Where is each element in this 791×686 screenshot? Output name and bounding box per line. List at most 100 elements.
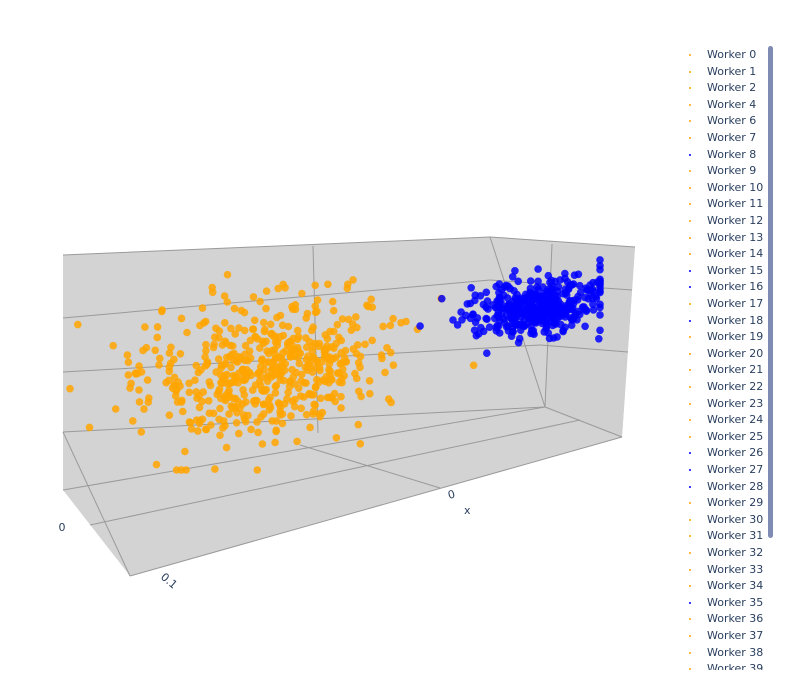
data-point [202,425,211,434]
legend-item[interactable]: Worker 36 [681,611,776,627]
data-point [526,277,535,285]
data-point [326,327,334,336]
legend-item[interactable]: Worker 30 [681,512,776,528]
data-point [201,353,209,361]
legend-item[interactable]: Worker 25 [681,429,776,445]
legend-item[interactable]: Worker 7 [681,130,776,146]
legend-item[interactable]: Worker 19 [681,329,776,345]
legend-item[interactable]: Worker 14 [681,246,776,262]
legend-item[interactable]: Worker 10 [681,180,776,196]
data-point [259,400,268,409]
legend-scrollbar[interactable] [768,46,773,538]
data-point [278,410,287,418]
legend-item[interactable]: Worker 20 [681,346,776,362]
data-point [527,322,535,330]
legend-item[interactable]: Worker 18 [681,313,776,329]
legend-marker-icon [689,601,691,604]
legend-item[interactable]: Worker 32 [681,545,776,561]
data-point [288,302,296,311]
data-point [298,289,306,298]
data-point [152,460,161,469]
legend-item[interactable]: Worker 38 [681,645,776,661]
data-point [241,341,250,350]
legend-item[interactable]: Worker 28 [681,479,776,495]
data-point [325,360,334,368]
data-point [513,290,521,299]
legend-label: Worker 0 [707,48,757,61]
legend-label: Worker 17 [707,297,764,310]
data-point [482,314,490,323]
legend-label: Worker 36 [707,612,764,626]
legend-item[interactable]: Worker 15 [681,263,776,279]
legend-item[interactable]: Worker 1 [681,64,776,80]
legend-item[interactable]: Worker 37 [681,628,776,644]
data-point [316,394,325,403]
legend-item[interactable]: Worker 39 [681,661,776,670]
data-point [542,324,550,333]
data-point [295,359,304,368]
legend-item[interactable]: Worker 16 [681,279,776,295]
data-point [592,294,601,303]
data-point [332,353,340,362]
data-point [494,322,503,331]
data-point [271,438,279,447]
legend-item[interactable]: Worker 9 [681,163,776,179]
data-point [226,341,235,350]
data-point [123,351,132,359]
data-point [476,292,485,300]
legend-item[interactable]: Worker 29 [681,495,776,511]
data-point [145,394,153,402]
data-point [545,334,554,343]
legend-item[interactable]: Worker 0 [681,47,776,63]
data-point [351,369,359,378]
legend-item[interactable]: Worker 35 [681,595,776,611]
legend-item[interactable]: Worker 13 [681,230,776,246]
data-point [135,386,143,394]
legend-item[interactable]: Worker 17 [681,296,776,312]
data-point [177,314,186,323]
legend-marker-icon [689,103,691,106]
data-point [211,465,219,473]
legend-label: Worker 32 [707,546,764,559]
data-point [162,378,170,387]
data-point [588,285,597,294]
scatter-points[interactable] [66,256,604,474]
data-point [467,284,476,292]
data-point [534,277,542,286]
legend-item[interactable]: Worker 26 [681,445,776,461]
data-point [111,405,120,413]
legend-marker-icon [689,469,691,471]
legend-item[interactable]: Worker 27 [681,462,776,478]
data-point [311,302,320,311]
data-point [181,447,189,456]
data-point [240,326,249,335]
legend-item[interactable]: Worker 12 [681,213,776,229]
data-point [502,311,511,320]
legend-item[interactable]: Worker 34 [681,578,776,594]
legend-label: Worker 21 [707,363,764,377]
legend-item[interactable]: Worker 11 [681,196,776,212]
data-point [567,321,576,330]
legend-item[interactable]: Worker 21 [681,362,776,378]
data-point [288,397,297,406]
data-point [240,391,249,399]
scene-gridlines [62,236,636,577]
data-point [496,316,504,325]
data-point [283,339,292,347]
legend-item[interactable]: Worker 24 [681,412,776,428]
legend-item[interactable]: Worker 22 [681,379,776,395]
legend-item[interactable]: Worker 8 [681,147,776,163]
legend-item[interactable]: Worker 6 [681,113,776,129]
legend-item[interactable]: Worker 2 [681,80,776,96]
legend-item[interactable]: Worker 4 [681,97,776,113]
legend-item[interactable]: Worker 33 [681,562,776,578]
data-point [266,403,275,412]
data-point [143,376,152,384]
legend-item[interactable]: Worker 23 [681,396,776,412]
data-point [235,324,243,332]
y-axis-tick-0-1: 0.1 [158,570,180,591]
legend-item[interactable]: Worker 31 [681,528,776,544]
data-point [533,283,541,292]
legend-label: Worker 6 [707,114,757,128]
